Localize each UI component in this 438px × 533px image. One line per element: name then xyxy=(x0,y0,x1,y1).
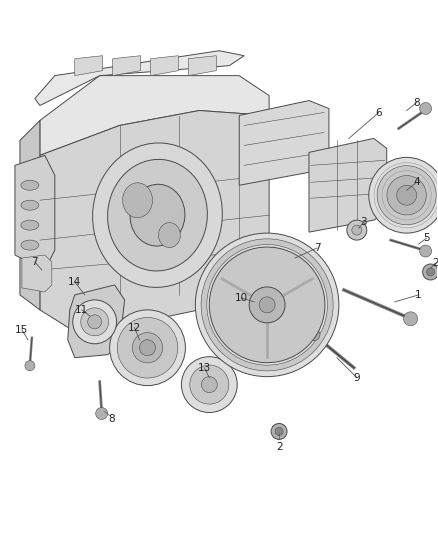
Ellipse shape xyxy=(92,143,223,287)
Circle shape xyxy=(423,264,438,280)
Polygon shape xyxy=(68,285,124,358)
Circle shape xyxy=(209,247,325,362)
Circle shape xyxy=(271,424,287,439)
Circle shape xyxy=(404,312,417,326)
Ellipse shape xyxy=(85,302,104,342)
Circle shape xyxy=(347,220,367,240)
Text: 5: 5 xyxy=(423,233,430,243)
Text: 13: 13 xyxy=(198,362,211,373)
Text: 2: 2 xyxy=(276,442,283,453)
Ellipse shape xyxy=(21,180,39,190)
Circle shape xyxy=(377,166,436,225)
Text: 15: 15 xyxy=(15,325,28,335)
Text: 9: 9 xyxy=(353,373,360,383)
Ellipse shape xyxy=(130,184,185,246)
Text: 8: 8 xyxy=(413,98,420,108)
Polygon shape xyxy=(22,255,52,292)
Circle shape xyxy=(308,329,320,341)
Circle shape xyxy=(201,239,333,371)
Circle shape xyxy=(275,427,283,435)
Circle shape xyxy=(195,233,339,377)
Polygon shape xyxy=(35,51,244,106)
Circle shape xyxy=(132,333,162,363)
Text: 3: 3 xyxy=(360,217,367,227)
Circle shape xyxy=(369,157,438,233)
Circle shape xyxy=(201,377,217,393)
Polygon shape xyxy=(40,110,269,335)
Circle shape xyxy=(81,308,109,336)
Circle shape xyxy=(207,245,327,365)
Circle shape xyxy=(117,318,178,378)
Circle shape xyxy=(95,408,108,419)
Polygon shape xyxy=(239,101,329,185)
Text: 14: 14 xyxy=(68,277,81,287)
Circle shape xyxy=(259,297,275,313)
Circle shape xyxy=(212,251,321,359)
Text: 1: 1 xyxy=(415,290,422,300)
Polygon shape xyxy=(20,120,40,310)
Polygon shape xyxy=(188,56,216,76)
Circle shape xyxy=(140,340,155,356)
Text: 8: 8 xyxy=(108,415,115,424)
Text: 2: 2 xyxy=(432,258,438,268)
Polygon shape xyxy=(15,155,55,270)
Ellipse shape xyxy=(123,183,152,217)
Circle shape xyxy=(25,361,35,370)
Polygon shape xyxy=(309,139,387,232)
Circle shape xyxy=(110,310,185,385)
Circle shape xyxy=(420,102,431,115)
Circle shape xyxy=(420,245,431,257)
Circle shape xyxy=(190,365,229,404)
Text: 12: 12 xyxy=(128,323,141,333)
Polygon shape xyxy=(151,56,178,76)
Circle shape xyxy=(387,175,426,215)
Circle shape xyxy=(88,315,102,329)
Text: 10: 10 xyxy=(235,293,248,303)
Text: 11: 11 xyxy=(75,305,88,315)
Text: 7: 7 xyxy=(32,257,38,267)
Circle shape xyxy=(249,287,285,323)
Polygon shape xyxy=(113,56,141,76)
Circle shape xyxy=(73,300,117,344)
Text: 4: 4 xyxy=(413,177,420,187)
Text: 7: 7 xyxy=(314,243,320,253)
Ellipse shape xyxy=(21,200,39,210)
Circle shape xyxy=(352,225,362,235)
Ellipse shape xyxy=(159,223,180,247)
Polygon shape xyxy=(40,76,269,155)
Ellipse shape xyxy=(21,240,39,250)
Circle shape xyxy=(181,357,237,413)
Ellipse shape xyxy=(108,159,207,271)
Polygon shape xyxy=(75,56,102,76)
Circle shape xyxy=(427,268,434,276)
Text: 6: 6 xyxy=(375,108,382,117)
Circle shape xyxy=(397,185,417,205)
Ellipse shape xyxy=(21,220,39,230)
